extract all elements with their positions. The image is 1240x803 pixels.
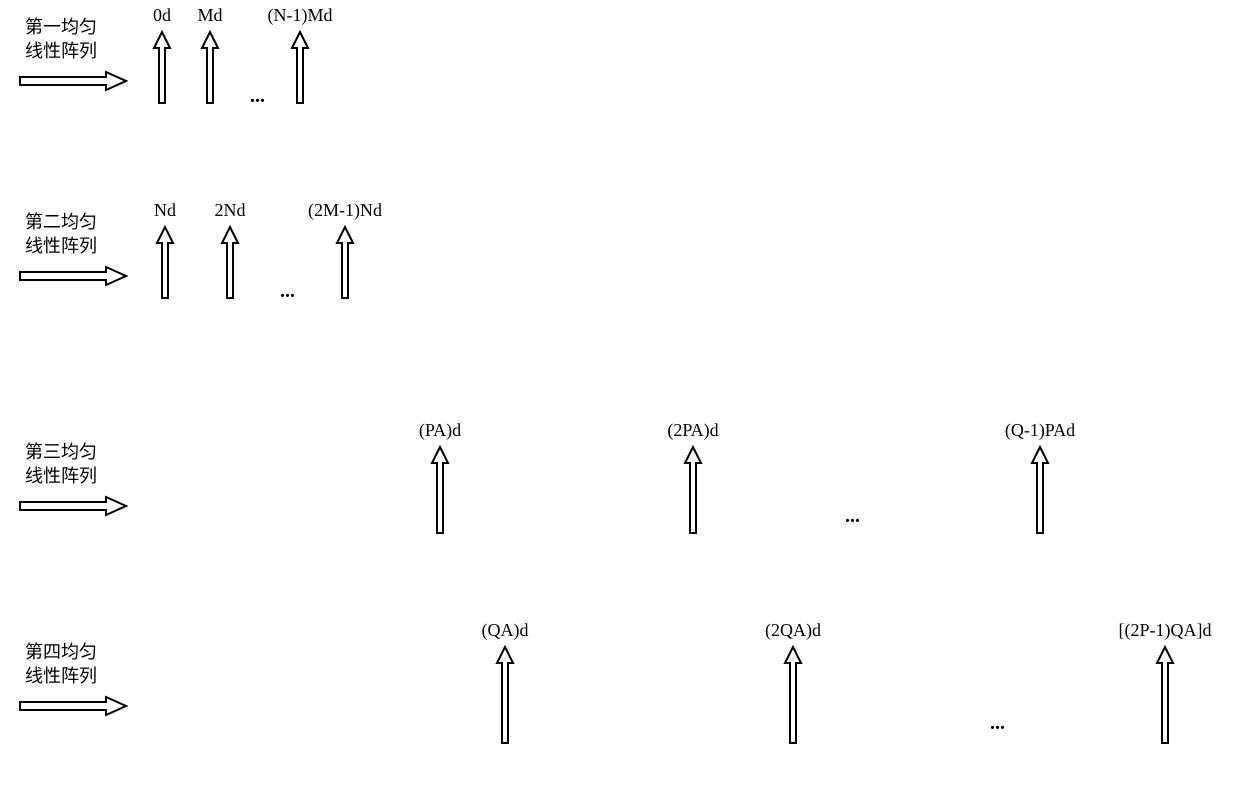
row2-arrow-label-1: 2Nd [215, 200, 246, 221]
row3-vertical-arrow-0 [430, 445, 450, 535]
row4-vertical-arrow-2 [1155, 645, 1175, 745]
row3-vertical-arrow-2 [1030, 445, 1050, 535]
row4-horizontal-arrow [18, 695, 128, 717]
row4-label-line1: 第四均匀 [25, 640, 97, 664]
row2-vertical-arrow-0 [155, 225, 175, 300]
row2-arrow-label-2: (2M-1)Nd [308, 200, 382, 221]
row4-vertical-arrow-1 [783, 645, 803, 745]
row3-vertical-arrow-1 [683, 445, 703, 535]
row4-arrow-label-0: (QA)d [482, 620, 529, 641]
row2-label-line1: 第二均匀 [25, 210, 97, 234]
row3-label-line1: 第三均匀 [25, 440, 97, 464]
row2-ellipsis: ... [280, 280, 295, 303]
row2-arrow-label-0: Nd [154, 200, 176, 221]
row1-arrow-label-0: 0d [153, 5, 171, 26]
row3-arrow-label-0: (PA)d [419, 420, 461, 441]
row1-ellipsis: ... [250, 85, 265, 108]
row1-arrow-label-2: (N-1)Md [268, 5, 333, 26]
row2-vertical-arrow-1 [220, 225, 240, 300]
row2-vertical-arrow-2 [335, 225, 355, 300]
row3-arrow-label-2: (Q-1)PAd [1005, 420, 1075, 441]
row1-vertical-arrow-0 [152, 30, 172, 105]
row4-arrow-label-2: [(2P-1)QA]d [1119, 620, 1212, 641]
row1-label-line1: 第一均匀 [25, 15, 97, 39]
row4-vertical-arrow-0 [495, 645, 515, 745]
row2-label: 第二均匀线性阵列 [25, 210, 97, 258]
row2-label-line2: 线性阵列 [25, 234, 97, 258]
row3-arrow-label-1: (2PA)d [667, 420, 718, 441]
row1-label-line2: 线性阵列 [25, 39, 97, 63]
row3-label: 第三均匀线性阵列 [25, 440, 97, 488]
row4-label-line2: 线性阵列 [25, 664, 97, 688]
row4-arrow-label-1: (2QA)d [765, 620, 821, 641]
row1-horizontal-arrow [18, 70, 128, 92]
row3-horizontal-arrow [18, 495, 128, 517]
row4-label: 第四均匀线性阵列 [25, 640, 97, 688]
row3-label-line2: 线性阵列 [25, 464, 97, 488]
row1-label: 第一均匀线性阵列 [25, 15, 97, 63]
row1-arrow-label-1: Md [197, 5, 222, 26]
row4-ellipsis: ... [990, 712, 1005, 735]
row1-vertical-arrow-1 [200, 30, 220, 105]
row2-horizontal-arrow [18, 265, 128, 287]
row3-ellipsis: ... [845, 505, 860, 528]
row1-vertical-arrow-2 [290, 30, 310, 105]
